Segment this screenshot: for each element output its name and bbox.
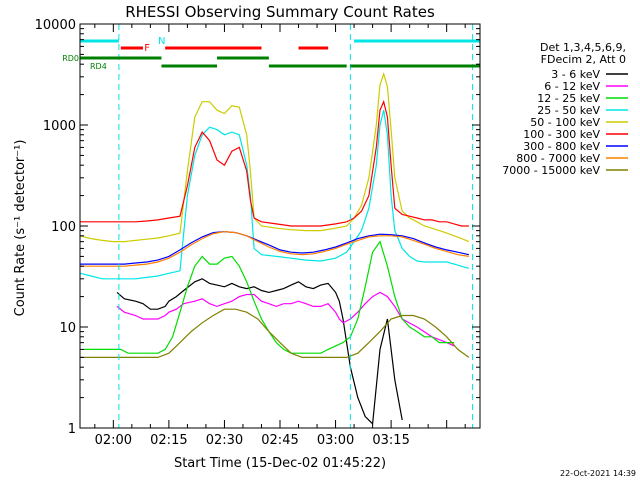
series-line-1: [116, 278, 403, 426]
series-line-3: [83, 240, 455, 354]
series-line-6: [80, 99, 469, 227]
series-line-7: [80, 230, 470, 265]
y-tick-label-10000: 10000: [35, 18, 76, 33]
flag-label-n: N: [158, 36, 165, 47]
y-tick-label-1: 1: [68, 422, 76, 437]
legend-header-line-1: Det 1,3,4,5,6,9,: [540, 41, 626, 54]
chart-title: RHESSI Observing Summary Count Rates: [125, 3, 435, 21]
series-line-5: [80, 72, 470, 243]
legend-label-5: 50 - 100 keV: [530, 116, 600, 129]
x-tick-label-0300: 03:00: [317, 433, 354, 448]
plot-frame: [79, 23, 481, 429]
legend-label-7: 300 - 800 keV: [523, 140, 600, 153]
x-tick-label-0315: 03:15: [372, 433, 409, 448]
y-axis-label: Count Rate (s⁻¹ detector⁻¹): [13, 140, 28, 317]
y-tick-label-10: 10: [59, 321, 76, 336]
x-tick-label-0230: 02:30: [206, 433, 243, 448]
axes: 1 10 100 1000 10000 02:00 02:15 02:30 02:45 03:00…: [35, 18, 481, 448]
series-line-2: [116, 291, 455, 347]
series-line-8: [80, 230, 469, 267]
footer-timestamp: 22-Oct-2021 14:39: [560, 469, 636, 478]
x-tick-label-0200: 02:00: [95, 433, 132, 448]
legend-header-line-2: FDecim 2, Att 0: [541, 53, 626, 66]
legend-label-9: 7000 - 15000 keV: [502, 164, 600, 177]
flag-label-rd0: RD0: [62, 54, 79, 63]
legend-label-4: 25 - 50 keV: [537, 104, 600, 117]
legend-label-1: 3 - 6 keV: [551, 68, 600, 81]
legend-label-2: 6 - 12 keV: [544, 80, 600, 93]
x-axis-label: Start Time (15-Dec-02 01:45:22): [174, 456, 386, 471]
series-line-4: [80, 110, 470, 280]
flag-bars: NF RD0 RD4: [62, 36, 480, 71]
flag-label-f: F: [144, 43, 150, 54]
series-line-9: [80, 308, 470, 358]
legend-label-8: 800 - 7000 keV: [516, 152, 600, 165]
y-tick-label-100: 100: [51, 220, 76, 235]
y-tick-label-1000: 1000: [43, 119, 76, 134]
plot-area: [80, 24, 474, 428]
x-tick-label-0245: 02:45: [261, 433, 298, 448]
flag-label-rd4: RD4: [90, 62, 107, 71]
legend-label-3: 12 - 25 keV: [537, 92, 600, 105]
x-tick-label-0215: 02:15: [150, 433, 187, 448]
legend-label-6: 100 - 300 keV: [523, 128, 600, 141]
legend: Det 1,3,4,5,6,9,FDecim 2, Att 0 3 - 6 keV…: [502, 41, 628, 177]
